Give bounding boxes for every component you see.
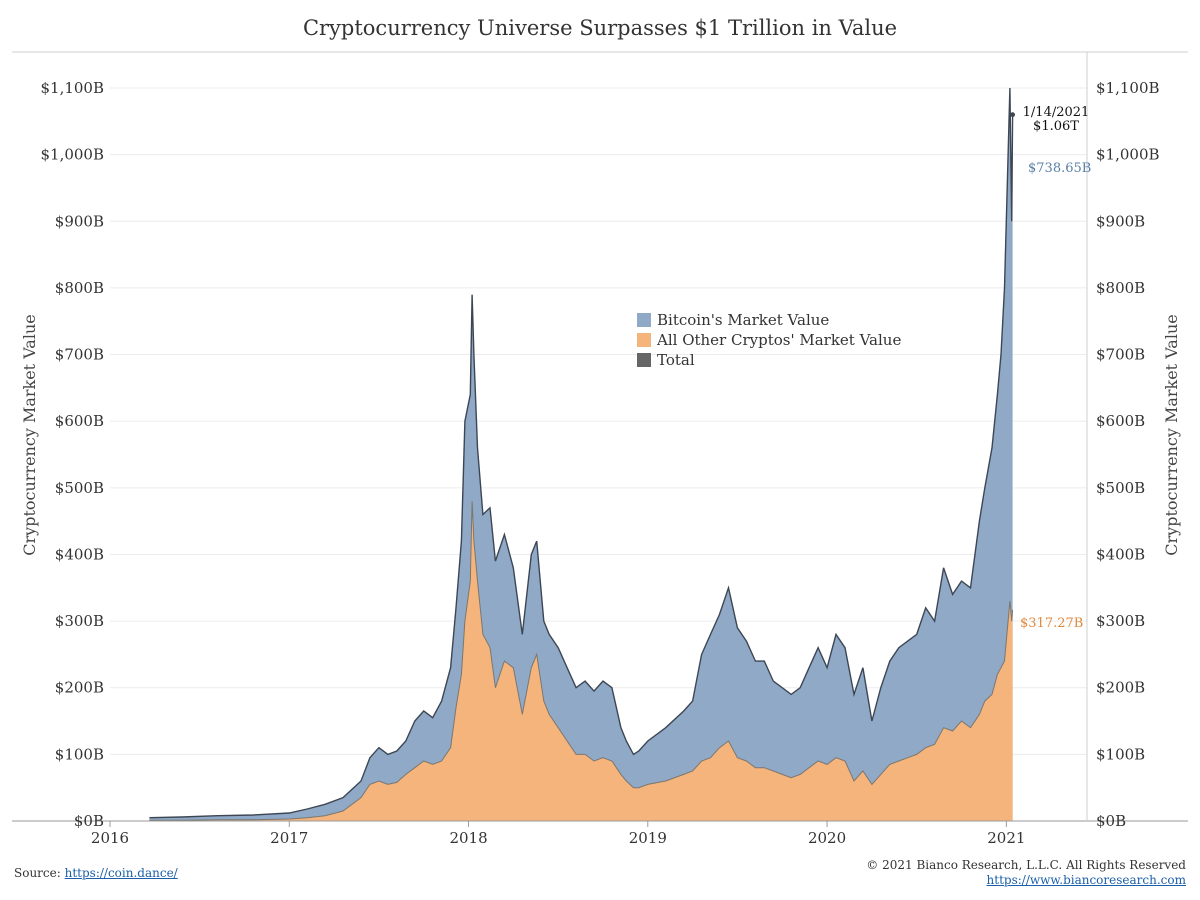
y-tick-right-700: $700B — [1096, 346, 1145, 364]
others-value-label: $317.27B — [1020, 616, 1083, 631]
y-tick-right-1000: $1,000B — [1096, 146, 1160, 164]
total-line[interactable] — [149, 87, 1014, 819]
y-tick-left-300: $300B — [55, 612, 104, 630]
y-tick-right-400: $400B — [1096, 545, 1145, 563]
plot-frame — [12, 51, 1188, 822]
total-value-label: $1.06T — [1033, 119, 1079, 134]
bitcoin-value-label: $738.65B — [1028, 161, 1091, 176]
website-link[interactable]: https://www.biancoresearch.com — [986, 873, 1186, 887]
total-endpoint-marker — [1010, 112, 1016, 118]
total-date-label: 1/14/2021 — [1023, 105, 1090, 120]
y-tick-right-600: $600B — [1096, 412, 1145, 430]
area-layer — [149, 87, 1014, 821]
y-tick-left-600: $600B — [55, 412, 104, 430]
x-tick-2017: 2017 — [270, 829, 308, 847]
y-tick-right-900: $900B — [1096, 212, 1145, 230]
x-tick-2021: 2021 — [987, 829, 1025, 847]
y-tick-left-900: $900B — [55, 212, 104, 230]
source-label: Source: — [14, 866, 61, 880]
y-tick-left-400: $400B — [55, 545, 104, 563]
legend-swatch-1 — [637, 333, 651, 347]
y-tick-left-100: $100B — [55, 745, 104, 763]
y-tick-left-500: $500B — [55, 479, 104, 497]
legend-label-1: All Other Cryptos' Market Value — [656, 331, 901, 349]
bitcoin-area[interactable] — [149, 88, 1013, 821]
legend-swatch-0 — [637, 313, 651, 327]
y-tick-left-1000: $1,000B — [40, 146, 104, 164]
y-tick-left-200: $200B — [55, 679, 104, 697]
x-tick-2016: 2016 — [91, 829, 129, 847]
y-tick-right-300: $300B — [1096, 612, 1145, 630]
legend: Bitcoin's Market Value All Other Cryptos'… — [637, 311, 901, 369]
source-note: Source: https://coin.dance/ — [14, 866, 178, 880]
y-axis-right-title: Cryptocurrency Market Value — [1162, 314, 1181, 555]
legend-label-0: Bitcoin's Market Value — [657, 311, 829, 329]
legend-swatch-2 — [637, 353, 651, 367]
y-tick-right-800: $800B — [1096, 279, 1145, 297]
y-tick-left-1100: $1,100B — [40, 79, 104, 97]
x-axis: 2016 2017 2018 2019 2020 2021 — [91, 821, 1025, 847]
others-area[interactable] — [149, 501, 1013, 821]
others-line — [149, 501, 1014, 821]
y-axis-right: $0B $100B $200B $300B $400B $500B $600B $700B $8… — [1096, 79, 1160, 830]
y-tick-right-200: $200B — [1096, 679, 1145, 697]
y-tick-left-700: $700B — [55, 346, 104, 364]
copyright-text: © 2021 Bianco Research, L.L.C. All Right… — [866, 858, 1186, 872]
x-tick-2019: 2019 — [629, 829, 667, 847]
y-tick-right-0: $0B — [1096, 812, 1126, 830]
y-tick-right-1100: $1,100B — [1096, 79, 1160, 97]
y-tick-right-500: $500B — [1096, 479, 1145, 497]
y-tick-left-800: $800B — [55, 279, 104, 297]
y-tick-left-0: $0B — [74, 812, 104, 830]
legend-label-2: Total — [657, 351, 695, 369]
copyright-block: © 2021 Bianco Research, L.L.C. All Right… — [866, 858, 1186, 888]
annotations: 1/14/2021 $1.06T $738.65B $317.27B — [1010, 105, 1091, 631]
y-axis-left-title: Cryptocurrency Market Value — [20, 314, 39, 555]
source-link[interactable]: https://coin.dance/ — [64, 866, 178, 880]
x-tick-2020: 2020 — [808, 829, 846, 847]
x-tick-2018: 2018 — [449, 829, 487, 847]
y-axis-left: $0B $100B $200B $300B $400B $500B $600B $700B $8… — [40, 79, 104, 830]
chart-title: Cryptocurrency Universe Surpasses $1 Tri… — [302, 16, 898, 40]
y-tick-right-100: $100B — [1096, 745, 1145, 763]
